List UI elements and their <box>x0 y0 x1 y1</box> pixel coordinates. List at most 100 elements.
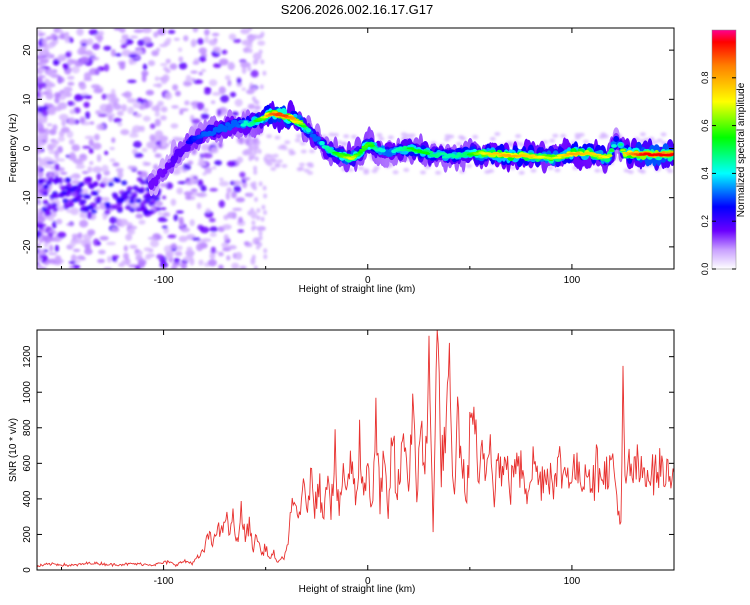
ridge-blob <box>618 143 624 146</box>
noise-blob <box>121 92 130 97</box>
noise-blob <box>161 225 168 229</box>
noise-blob <box>118 218 129 226</box>
noise-blob <box>79 153 88 162</box>
noise-blob <box>549 138 556 143</box>
y-tick-label: 800 <box>22 419 33 436</box>
noise-blob <box>248 87 253 93</box>
noise-blob <box>92 190 99 196</box>
noise-blob <box>113 117 122 123</box>
noise-blob <box>46 180 52 186</box>
snr-plot-area <box>36 329 675 568</box>
noise-blob <box>190 188 198 192</box>
noise-blob <box>140 125 145 133</box>
noise-blob <box>205 208 211 213</box>
noise-blob <box>123 245 128 252</box>
noise-blob <box>97 258 106 264</box>
noise-blob <box>129 195 136 201</box>
noise-blob <box>189 257 195 266</box>
noise-blob <box>264 153 271 158</box>
noise-blob <box>133 29 144 33</box>
noise-blob <box>578 132 585 137</box>
noise-blob <box>660 132 667 137</box>
ridge-blob <box>223 126 228 133</box>
noise-blob <box>95 110 102 115</box>
ridge-blob <box>606 154 613 158</box>
noise-blob <box>294 138 301 143</box>
noise-blob <box>274 162 281 167</box>
noise-blob <box>182 163 192 171</box>
noise-blob <box>253 165 258 171</box>
noise-blob <box>37 183 43 189</box>
noise-blob <box>67 100 75 106</box>
noise-blob <box>69 109 76 115</box>
noise-blob <box>221 49 228 55</box>
noise-blob <box>71 233 79 238</box>
noise-blob <box>218 58 229 66</box>
noise-blob <box>248 48 253 54</box>
noise-blob <box>154 118 161 127</box>
noise-blob <box>162 195 167 200</box>
noise-blob <box>69 239 76 248</box>
snr-x-axis-label: Height of straight line (km) <box>299 584 416 595</box>
noise-blob <box>66 58 73 67</box>
noise-blob <box>177 181 187 185</box>
noise-blob <box>83 101 90 108</box>
noise-blob <box>159 183 168 188</box>
noise-blob <box>196 38 204 45</box>
noise-blob <box>119 62 126 70</box>
noise-blob <box>403 167 410 172</box>
noise-blob <box>198 157 205 166</box>
noise-blob <box>51 202 58 208</box>
noise-blob <box>212 46 220 52</box>
noise-blob <box>101 197 110 202</box>
noise-blob <box>150 239 159 248</box>
noise-blob <box>639 132 646 137</box>
noise-blob <box>241 87 246 91</box>
noise-blob <box>444 134 451 139</box>
noise-blob <box>196 243 204 252</box>
noise-blob <box>192 104 197 110</box>
noise-blob <box>218 86 226 95</box>
noise-blob <box>81 43 87 47</box>
spectrogram-noise <box>37 28 674 269</box>
noise-blob <box>96 241 101 246</box>
noise-blob <box>258 49 263 55</box>
noise-blob <box>55 149 60 156</box>
noise-blob <box>237 229 244 233</box>
noise-blob <box>83 72 92 80</box>
noise-blob <box>267 162 274 167</box>
noise-blob <box>65 177 72 183</box>
noise-blob <box>95 35 104 41</box>
noise-blob <box>46 81 54 88</box>
noise-blob <box>202 238 212 243</box>
noise-blob <box>530 168 537 173</box>
noise-blob <box>163 227 169 234</box>
noise-blob <box>44 78 50 83</box>
noise-blob <box>71 180 80 185</box>
noise-blob <box>170 198 177 206</box>
noise-blob <box>229 91 237 98</box>
noise-blob <box>656 138 663 143</box>
noise-blob <box>111 192 118 198</box>
noise-blob <box>303 168 310 173</box>
noise-blob <box>222 224 232 230</box>
noise-blob <box>172 84 179 91</box>
noise-blob <box>80 56 90 64</box>
noise-blob <box>37 33 44 37</box>
noise-blob <box>142 63 148 70</box>
noise-blob <box>328 132 335 137</box>
y-tick-label: 20 <box>22 44 33 56</box>
noise-blob <box>52 140 59 146</box>
noise-blob <box>37 46 41 51</box>
noise-blob <box>70 175 77 179</box>
noise-blob <box>94 133 100 141</box>
ridge-blob <box>298 123 306 125</box>
noise-blob <box>251 254 256 260</box>
noise-blob <box>56 158 66 162</box>
noise-blob <box>123 194 130 200</box>
noise-blob <box>210 246 217 254</box>
figure-title: S206.2026.002.16.17.G17 <box>281 2 434 17</box>
noise-blob <box>137 259 147 266</box>
noise-blob <box>257 40 266 46</box>
